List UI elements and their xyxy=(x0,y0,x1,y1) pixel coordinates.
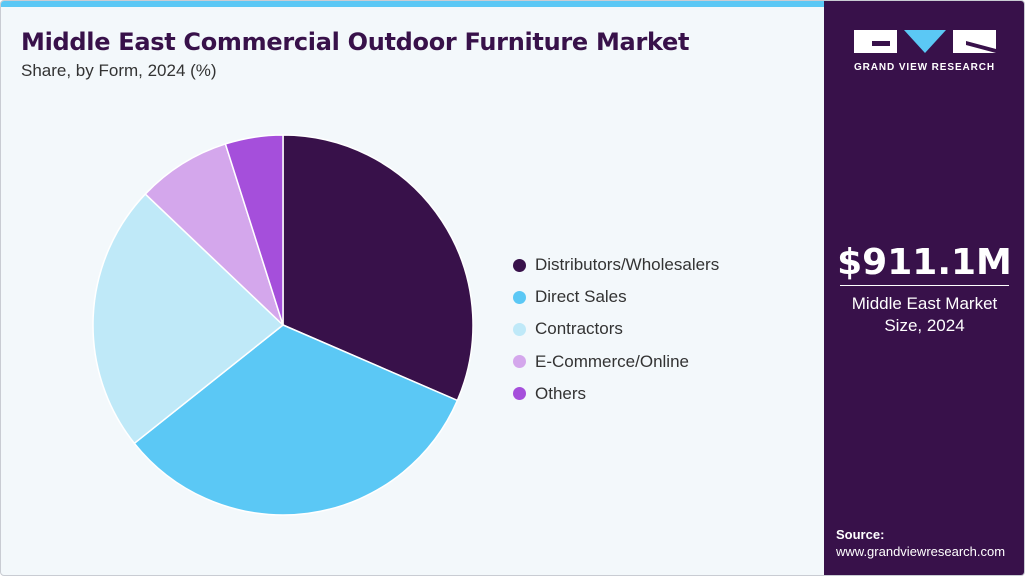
legend-swatch-2 xyxy=(513,322,526,336)
legend-item-3: E-Commerce/Online xyxy=(513,346,719,378)
legend-item-2: Contractors xyxy=(513,313,719,345)
accent-bar xyxy=(1,1,824,7)
pie-slice-2 xyxy=(92,193,285,445)
logo-text: GRAND VIEW RESEARCH xyxy=(854,62,995,73)
market-label-line2: Size, 2024 xyxy=(884,316,965,335)
pie-slice-0 xyxy=(282,134,474,402)
legend-swatch-3 xyxy=(513,355,526,369)
legend-label-0: Distributors/Wholesalers xyxy=(535,255,720,275)
pie-slice-4 xyxy=(224,134,284,326)
legend-swatch-4 xyxy=(513,387,526,401)
legend-item-4: Others xyxy=(513,378,719,410)
pie-chart xyxy=(92,134,474,516)
legend-label-3: E-Commerce/Online xyxy=(535,351,689,371)
legend-label-4: Others xyxy=(535,383,587,403)
market-label: Middle East Market Size, 2024 xyxy=(824,293,1024,337)
legend-item-0: Distributors/Wholesalers xyxy=(513,249,719,281)
chart-subtitle: Share, by Form, 2024 (%) xyxy=(21,61,217,80)
chart-legend: Distributors/Wholesalers Direct Sales Cont… xyxy=(513,249,719,410)
market-value: $911.1M xyxy=(837,242,1012,283)
legend-swatch-0 xyxy=(513,258,526,272)
pie-slice-3 xyxy=(144,142,284,326)
source-url[interactable]: www.grandviewresearch.com xyxy=(836,544,1006,559)
legend-swatch-1 xyxy=(513,290,526,304)
legend-label-2: Contractors xyxy=(535,319,623,339)
legend-item-1: Direct Sales xyxy=(513,281,719,313)
legend-label-1: Direct Sales xyxy=(535,287,627,307)
source-label: Source: xyxy=(836,527,885,542)
grand-view-research-logo-icon xyxy=(854,30,996,53)
side-panel: GRAND VIEW RESEARCH $911.1M Middle East … xyxy=(824,1,1024,575)
pie-slice-1 xyxy=(133,324,459,516)
chart-title: Middle East Commercial Outdoor Furniture… xyxy=(21,28,690,56)
market-label-line1: Middle East Market xyxy=(851,294,998,313)
value-divider xyxy=(840,285,1009,286)
